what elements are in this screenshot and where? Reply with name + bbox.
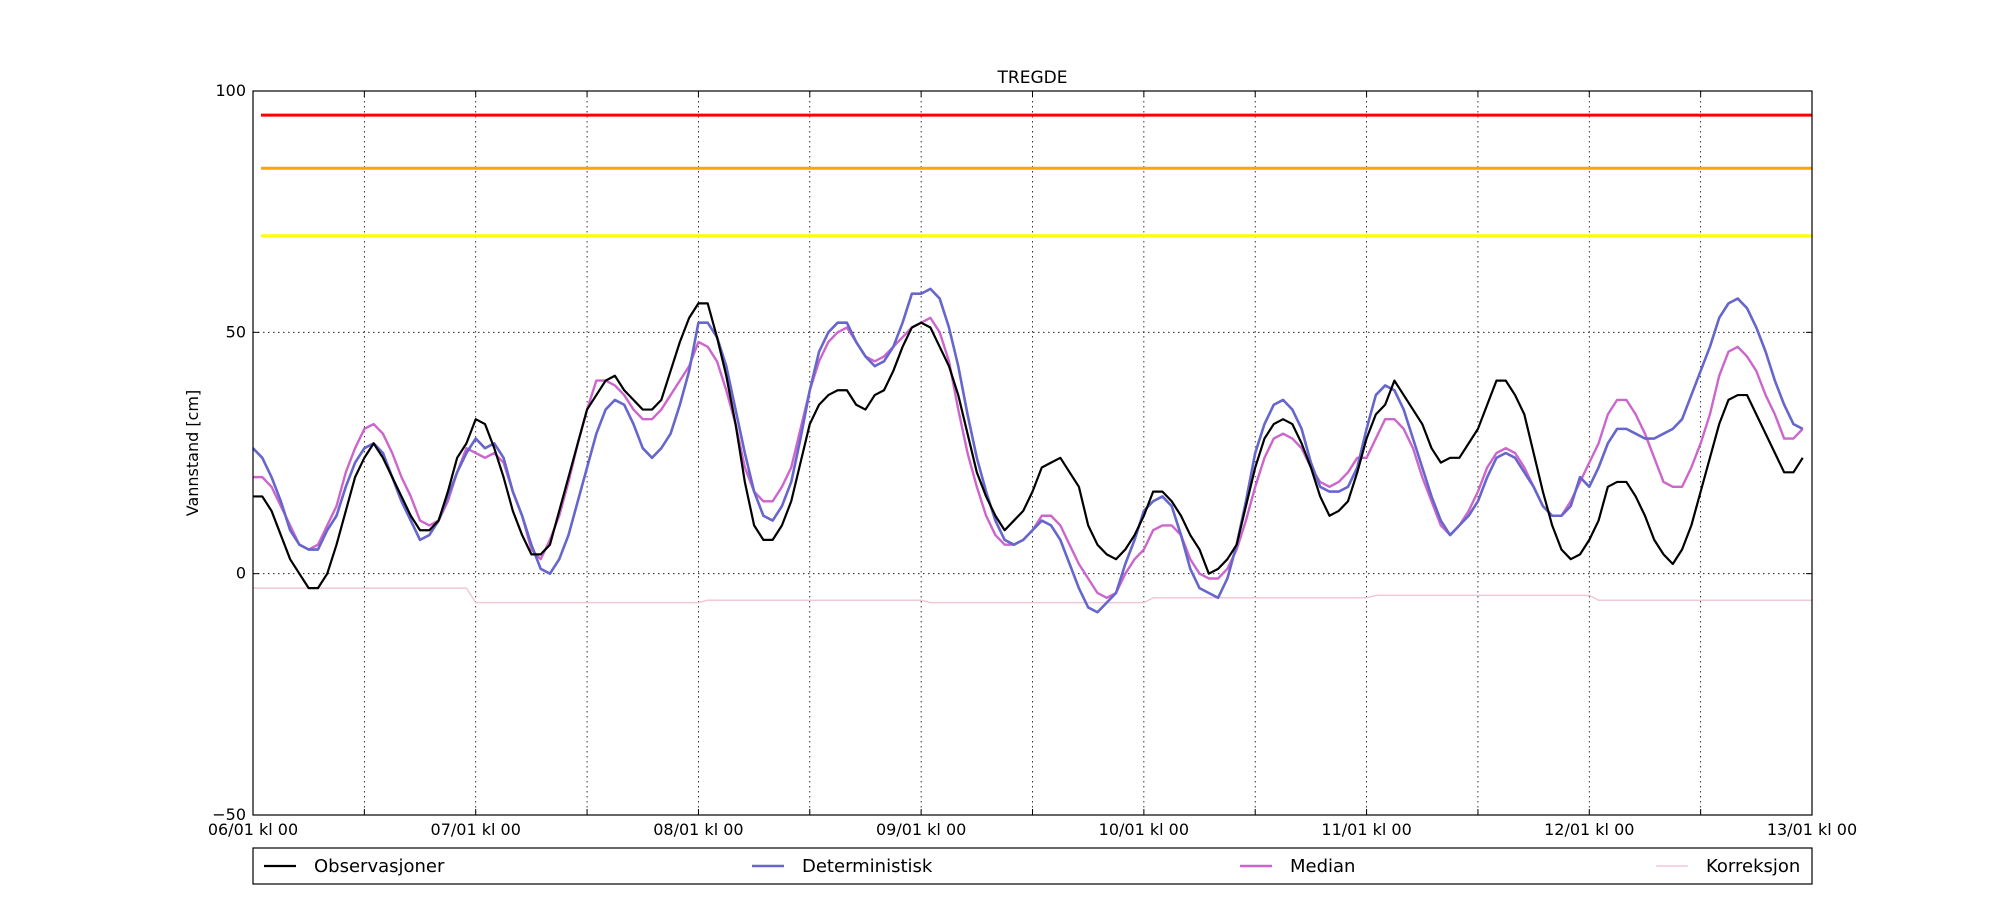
legend-box bbox=[252, 847, 1813, 885]
series-line-korreksjon bbox=[253, 587, 1812, 604]
legend-label: Median bbox=[1290, 856, 1355, 877]
legend-label: Deterministisk bbox=[802, 856, 933, 877]
grid bbox=[253, 91, 1812, 815]
series-lines bbox=[252, 287, 1812, 614]
series-line-median bbox=[253, 316, 1804, 599]
chart-title: TREGDE bbox=[997, 68, 1068, 88]
x-tick-label: 08/01 kl 00 bbox=[653, 820, 743, 839]
y-tick-label: 50 bbox=[226, 322, 246, 341]
x-tick-label: 09/01 kl 00 bbox=[876, 820, 966, 839]
x-tick-label: 07/01 kl 00 bbox=[431, 820, 521, 839]
legend: Observasjoner Deterministisk Median Korreks… bbox=[252, 847, 1813, 885]
y-tick-label: 0 bbox=[236, 564, 246, 583]
legend-label: Observasjoner bbox=[314, 856, 445, 877]
series-line-observasjoner bbox=[253, 302, 1804, 590]
x-tick-label: 13/01 kl 00 bbox=[1767, 820, 1857, 839]
series-line-deterministisk bbox=[252, 287, 1804, 614]
y-axis-label: Vannstand [cm] bbox=[183, 390, 202, 516]
threshold-lines bbox=[261, 113, 1812, 238]
x-tick-label: 06/01 kl 00 bbox=[208, 820, 298, 839]
x-tick-label: 10/01 kl 00 bbox=[1099, 820, 1189, 839]
axis-ticks: 06/01 kl 00 07/01 kl 00 08/01 kl 00 09/01 k… bbox=[208, 81, 1857, 839]
legend-label: Korreksjon bbox=[1706, 856, 1800, 877]
x-tick-label: 12/01 kl 00 bbox=[1544, 820, 1634, 839]
y-tick-label: 100 bbox=[215, 81, 246, 100]
x-tick-label: 11/01 kl 00 bbox=[1321, 820, 1411, 839]
y-tick-label: −50 bbox=[212, 805, 246, 824]
